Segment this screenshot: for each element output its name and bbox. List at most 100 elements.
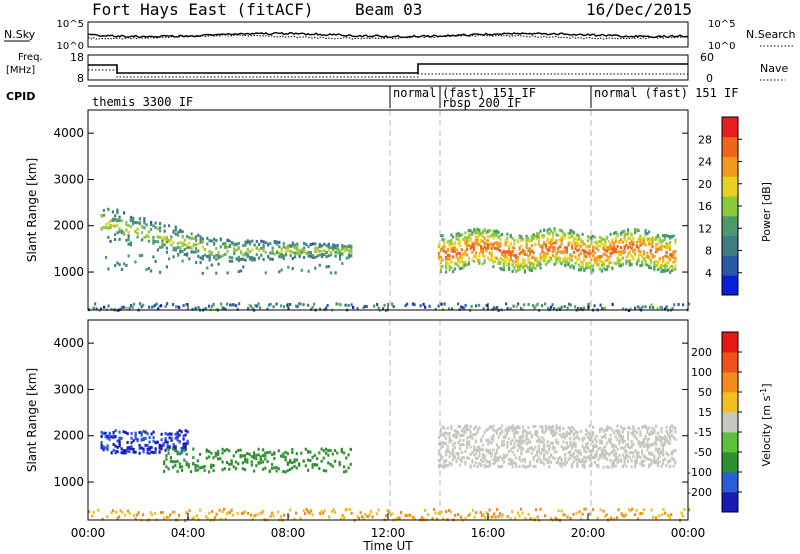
power-cell: [249, 242, 252, 246]
power-cell: [656, 248, 659, 252]
velocity-cell: [136, 439, 139, 443]
power-cell: [282, 254, 285, 258]
power-cell: [474, 241, 477, 245]
velocity-cell: [672, 450, 675, 454]
velocity-cell: [562, 462, 565, 466]
velocity-cell: [607, 465, 610, 469]
velocity-cell: [506, 445, 509, 449]
power-cell: [244, 251, 247, 255]
velocity-cell: [586, 455, 589, 459]
power-cell: [544, 256, 547, 260]
velocity-cell: [553, 433, 556, 437]
power-cell: [604, 249, 607, 253]
power-cell: [114, 238, 117, 241]
power-cell: [443, 245, 446, 249]
velocity-cell: [576, 465, 579, 468]
velocity-cell: [134, 517, 137, 521]
power-cell: [637, 254, 640, 258]
power-cell: [159, 229, 162, 233]
velocity-cell: [635, 453, 638, 457]
velocity-cell: [555, 439, 558, 443]
velocity-cell: [120, 447, 123, 451]
velocity-cell: [501, 440, 504, 444]
velocity-cell: [576, 430, 579, 434]
power-cell: [457, 257, 460, 261]
power-cell: [658, 239, 661, 243]
power-cell: [494, 232, 497, 236]
power-cell: [457, 231, 460, 235]
velocity-cell: [602, 452, 605, 456]
power-cell: [637, 259, 640, 263]
power-cell: [564, 234, 567, 238]
velocity-cell: [343, 451, 346, 455]
velocity-cell: [515, 426, 518, 430]
power-cell: [249, 257, 252, 261]
power-cell: [464, 263, 467, 267]
power-cell: [506, 306, 509, 310]
velocity-cell: [215, 512, 218, 516]
power-cell: [637, 249, 640, 253]
power-cell: [459, 267, 462, 271]
velocity-cell: [674, 430, 677, 434]
velocity-cell: [467, 442, 470, 446]
power-cell: [662, 244, 665, 248]
power-cell: [532, 263, 535, 267]
power-cell: [613, 261, 616, 265]
power-cell: [562, 236, 565, 240]
power-cell: [269, 302, 272, 306]
power-cell: [289, 250, 292, 253]
velocity-cell: [581, 460, 584, 463]
power-cell: [600, 269, 603, 273]
velocity-cell: [253, 451, 256, 455]
power-cell: [557, 246, 560, 250]
velocity-cell: [525, 450, 528, 453]
power-cell: [516, 256, 519, 260]
power-cell: [492, 260, 495, 264]
velocity-cell: [251, 517, 254, 521]
power-cell: [530, 235, 533, 239]
y-tick-label: 2000: [53, 429, 84, 443]
power-cell: [138, 254, 141, 258]
velocity-cell: [485, 428, 488, 432]
velocity-cell: [609, 438, 612, 441]
velocity-cell: [571, 454, 574, 458]
power-cell: [497, 262, 500, 265]
power-cell: [508, 263, 511, 266]
power-cell: [316, 249, 319, 253]
power-cell: [118, 237, 121, 241]
velocity-cell: [358, 516, 361, 520]
velocity-cell: [244, 468, 247, 472]
power-cell: [246, 254, 249, 258]
velocity-cell: [569, 450, 572, 454]
power-cell: [656, 234, 659, 238]
velocity-cell: [150, 450, 153, 454]
velocity-cell: [529, 440, 532, 444]
power-cell: [627, 252, 630, 256]
velocity-cell: [327, 453, 330, 457]
velocity-cell: [655, 460, 658, 463]
velocity-cell: [627, 442, 630, 446]
velocity-cell: [649, 430, 652, 434]
velocity-cell: [116, 439, 119, 443]
power-cell: [373, 304, 376, 308]
power-cell: [476, 258, 479, 262]
velocity-cell: [585, 442, 588, 446]
power-cell: [614, 262, 617, 266]
power-cell: [490, 247, 493, 251]
power-cell: [122, 305, 125, 309]
power-cell: [481, 251, 484, 255]
velocity-cell: [555, 427, 558, 431]
velocity-cell: [469, 445, 472, 449]
velocity-cell: [490, 452, 493, 456]
velocity-cell: [305, 508, 308, 511]
velocity-cell: [473, 427, 476, 431]
power-cell: [578, 248, 581, 252]
velocity-cell: [520, 439, 523, 443]
power-cell: [639, 250, 642, 254]
velocity-cell: [578, 457, 581, 461]
power-cell: [564, 233, 567, 237]
velocity-cell: [660, 438, 663, 442]
velocity-cell: [365, 514, 368, 518]
velocity-cell: [313, 463, 316, 467]
power-cell: [100, 307, 103, 311]
